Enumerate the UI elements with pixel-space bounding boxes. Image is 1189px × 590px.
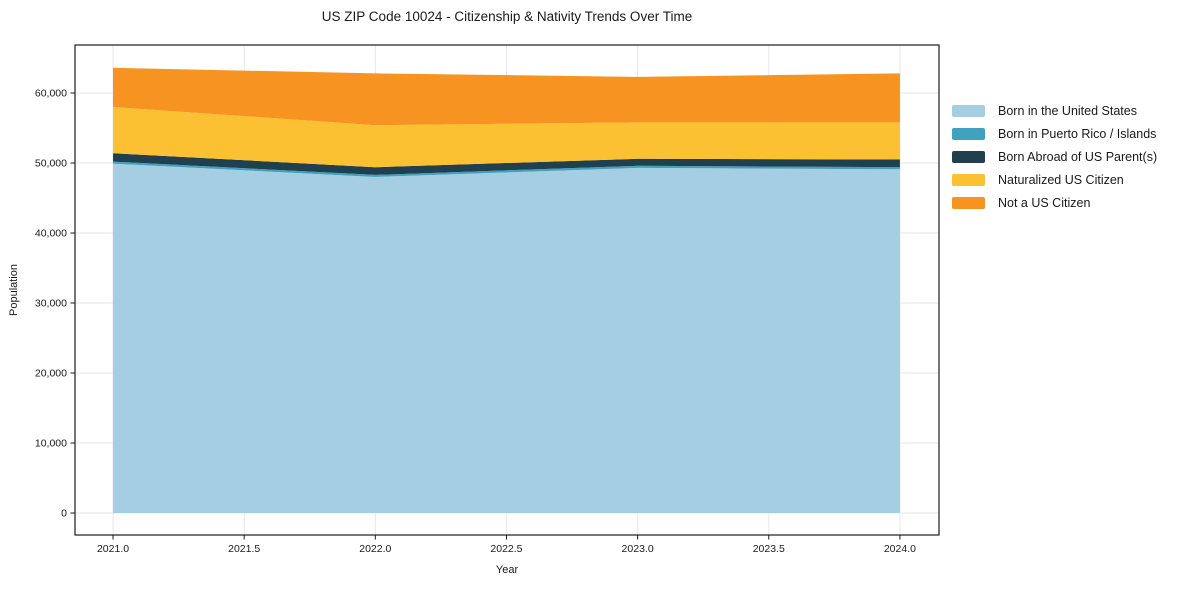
plot-border — [74, 44, 940, 536]
legend-label: Not a US Citizen — [998, 195, 1091, 210]
x-axis-label: Year — [495, 564, 519, 576]
area-series — [113, 161, 900, 177]
x-tick-label: 2023.0 — [622, 543, 654, 555]
x-tick-label: 2023.5 — [753, 543, 785, 555]
legend: Born in the United States Born in Puerto … — [952, 103, 1158, 210]
y-tick-label: 10,000 — [35, 437, 67, 449]
area-series — [113, 106, 900, 168]
legend-item: Born in Puerto Rico / Islands — [952, 126, 1157, 141]
legend-swatch — [952, 173, 985, 186]
y-tick-label: 40,000 — [35, 227, 67, 239]
x-tick-label: 2021.0 — [97, 543, 129, 555]
x-tick-label: 2022.0 — [359, 543, 391, 555]
y-axis-label: Population — [8, 264, 20, 316]
legend-swatch — [952, 196, 985, 209]
legend-item: Born in the United States — [952, 103, 1157, 118]
chart-title: US ZIP Code 10024 - Citizenship & Nativi… — [321, 9, 693, 24]
legend-item: Naturalized US Citizen — [952, 172, 1157, 187]
legend-swatch — [952, 127, 985, 140]
area-series — [113, 163, 900, 513]
y-tick-label: 0 — [61, 507, 67, 519]
area-series — [113, 67, 900, 126]
area-series — [113, 153, 900, 175]
x-tick-label: 2022.5 — [490, 543, 522, 555]
y-tick-label: 50,000 — [35, 157, 67, 169]
legend-label: Born in the United States — [998, 103, 1137, 118]
legend-label: Naturalized US Citizen — [998, 172, 1124, 187]
legend-item: Not a US Citizen — [952, 195, 1157, 210]
x-tick-label: 2024.0 — [884, 543, 916, 555]
legend-swatch — [952, 150, 985, 163]
legend-label: Born in Puerto Rico / Islands — [998, 126, 1157, 141]
y-tick-label: 30,000 — [35, 297, 67, 309]
x-tick-label: 2021.5 — [228, 543, 260, 555]
legend-item: Born Abroad of US Parent(s) — [952, 149, 1158, 164]
legend-label: Born Abroad of US Parent(s) — [998, 149, 1158, 164]
y-tick-label: 20,000 — [35, 367, 67, 379]
y-tick-label: 60,000 — [35, 87, 67, 99]
legend-swatch — [952, 104, 985, 117]
